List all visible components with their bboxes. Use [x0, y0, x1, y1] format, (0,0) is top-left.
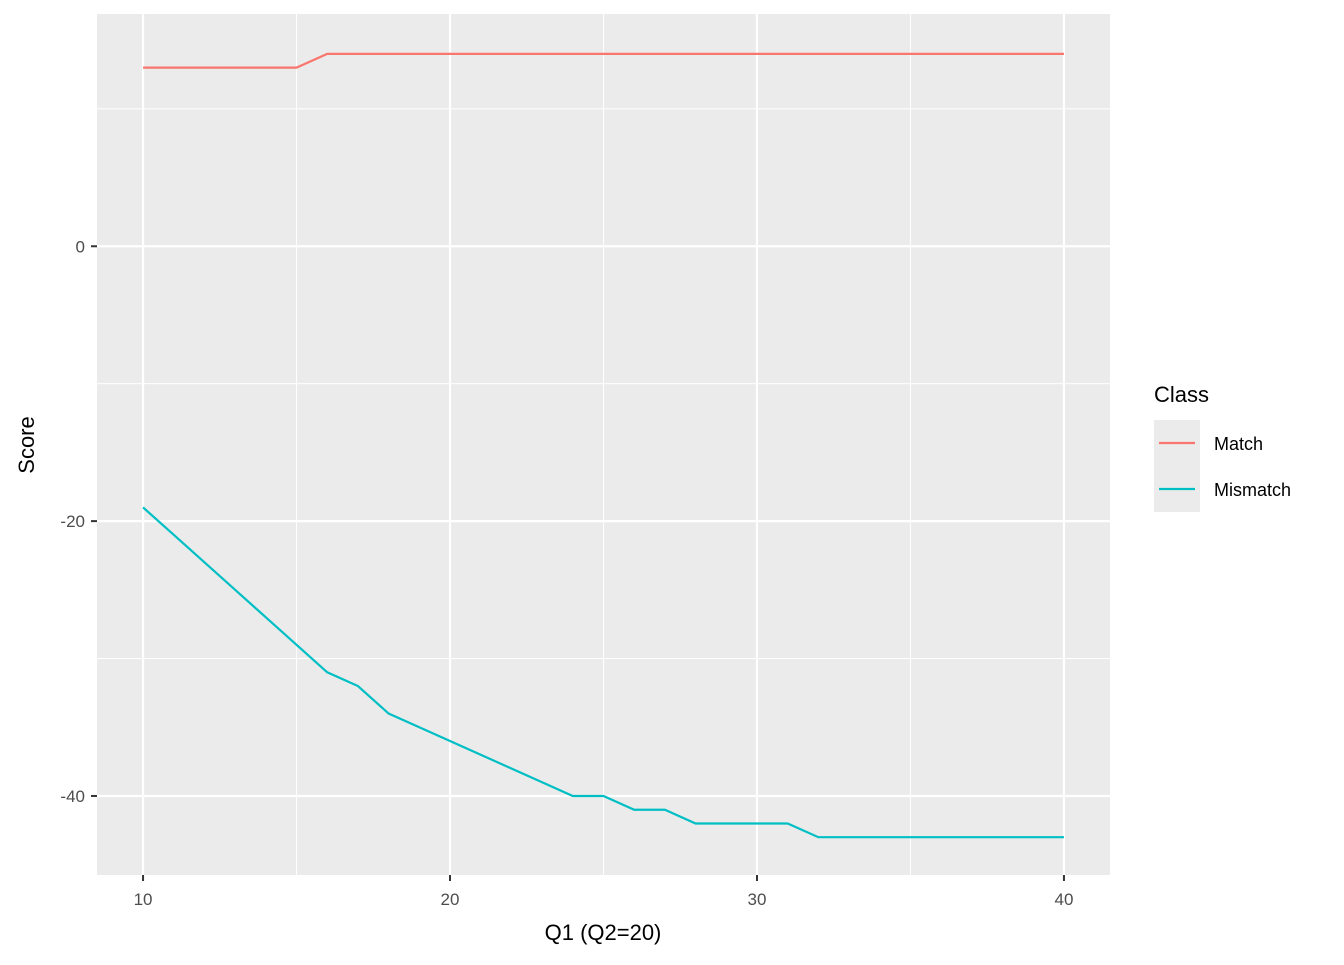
series-line-mismatch: [142, 506, 1064, 839]
legend-label: Match: [1214, 434, 1263, 454]
x-tick-label: 30: [748, 890, 767, 909]
y-tick-label: 0: [76, 237, 85, 256]
series-lines: [142, 52, 1064, 839]
x-tick-label: 40: [1054, 890, 1073, 909]
series-line-match: [143, 52, 1064, 69]
y-tick-label: -40: [60, 787, 85, 806]
axis-ticks: 10 20 30 40 0 -20 -40: [60, 237, 1073, 909]
y-tick-label: -20: [60, 512, 85, 531]
legend: Class Match Mismatch: [1154, 382, 1291, 512]
y-axis-label: Score: [14, 416, 39, 473]
x-axis-label: Q1 (Q2=20): [545, 920, 662, 945]
legend-title: Class: [1154, 382, 1209, 407]
legend-label: Mismatch: [1214, 480, 1291, 500]
x-tick-label: 10: [134, 890, 153, 909]
gridlines: [97, 14, 1110, 875]
x-tick-label: 20: [441, 890, 460, 909]
